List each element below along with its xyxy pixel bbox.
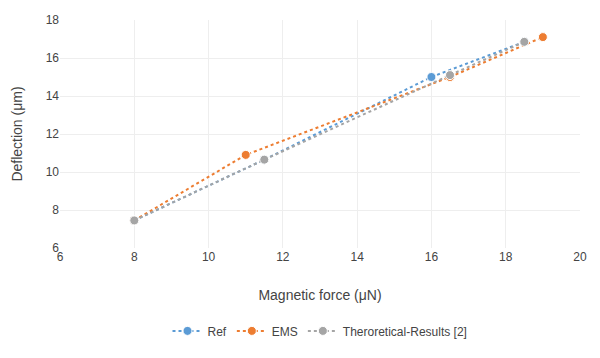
svg-text:Theroretical-Results [2]: Theroretical-Results [2] bbox=[343, 325, 467, 339]
svg-text:Magnetic force (μN): Magnetic force (μN) bbox=[258, 287, 381, 303]
svg-text:18: 18 bbox=[46, 13, 60, 27]
svg-text:10: 10 bbox=[202, 250, 216, 264]
svg-text:Deflection (μm): Deflection (μm) bbox=[9, 86, 25, 181]
svg-text:16: 16 bbox=[425, 250, 439, 264]
svg-text:EMS: EMS bbox=[272, 325, 298, 339]
svg-text:20: 20 bbox=[573, 250, 587, 264]
svg-text:14: 14 bbox=[46, 89, 60, 103]
svg-text:6: 6 bbox=[52, 241, 59, 255]
svg-text:16: 16 bbox=[46, 51, 60, 65]
svg-text:6: 6 bbox=[57, 250, 64, 264]
svg-text:18: 18 bbox=[499, 250, 513, 264]
svg-text:12: 12 bbox=[276, 250, 290, 264]
svg-text:8: 8 bbox=[131, 250, 138, 264]
svg-text:10: 10 bbox=[46, 165, 60, 179]
svg-text:12: 12 bbox=[46, 127, 60, 141]
svg-text:14: 14 bbox=[350, 250, 364, 264]
svg-text:Ref: Ref bbox=[208, 325, 227, 339]
svg-text:8: 8 bbox=[52, 203, 59, 217]
